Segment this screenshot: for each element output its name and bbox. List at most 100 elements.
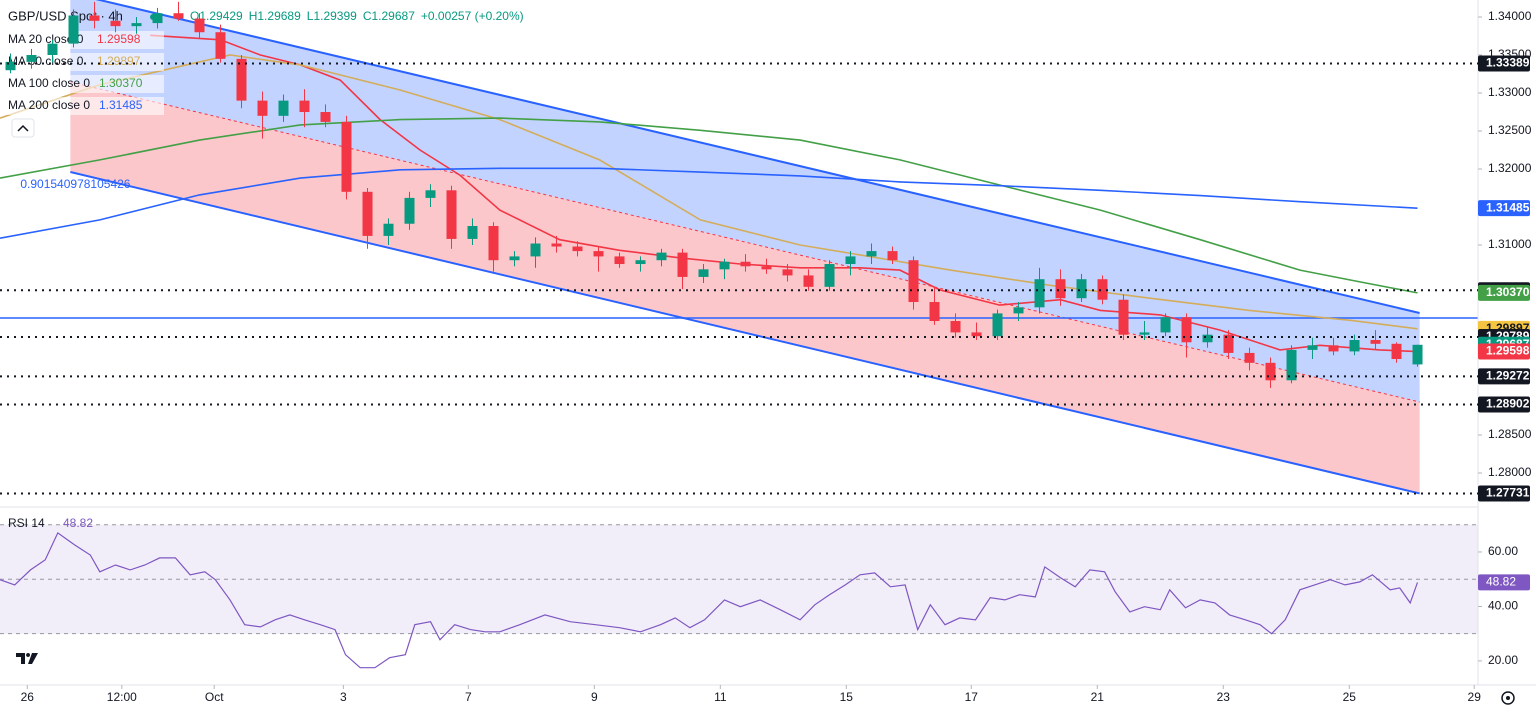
x-tick-label: 11: [714, 690, 727, 704]
candle-body: [215, 32, 226, 59]
candle-body: [1160, 317, 1171, 333]
x-tick-label: Oct: [205, 690, 224, 704]
legend-name: MA 50 close 0: [8, 54, 84, 68]
ohlc-value: L1.29399: [307, 9, 357, 23]
candle-body: [803, 275, 814, 287]
candle-body: [362, 191, 373, 236]
ohlc-value: C1.29687: [363, 9, 415, 23]
candle-body: [152, 13, 163, 24]
x-tick-label: 15: [840, 690, 854, 704]
rsi-price-box: [1478, 574, 1530, 591]
candle-body: [1139, 332, 1150, 335]
candle-body: [1244, 352, 1255, 363]
rsi-line: [0, 531, 1419, 669]
legend-value: 1.30370: [99, 76, 143, 90]
x-tick-label: 29: [1468, 690, 1482, 704]
candle-body: [1307, 345, 1318, 350]
channel-upper-line: [95, 0, 1420, 315]
tradingview-logo[interactable]: [12, 649, 44, 669]
candle-body: [698, 269, 709, 277]
candle-body: [1202, 334, 1213, 343]
moving-average: [0, 117, 1418, 294]
candle-body: [551, 243, 562, 247]
rsi-price-label: 48.82: [1486, 575, 1516, 589]
x-tick-label: 21: [1091, 690, 1105, 704]
candle-body: [1370, 340, 1381, 344]
candle-body: [530, 243, 541, 257]
price-box: [1478, 55, 1530, 72]
y-tick-label: 1.34000: [1488, 9, 1532, 23]
candle-body: [1223, 334, 1234, 353]
candle-body: [824, 264, 835, 287]
candle-body: [257, 100, 268, 116]
candle-body: [509, 256, 520, 261]
price-label: 1.27731: [1486, 486, 1530, 500]
x-tick-label: 17: [965, 690, 979, 704]
candle-body: [845, 256, 856, 265]
candle-body: [614, 256, 625, 265]
candle-body: [1076, 279, 1087, 299]
candle-body: [971, 332, 982, 337]
y-tick-label: 1.33000: [1488, 85, 1532, 99]
settings-button[interactable]: [1501, 691, 1515, 705]
rsi-title: RSI 14: [8, 516, 45, 530]
candle-body: [1055, 279, 1066, 299]
candle-body: [761, 266, 772, 270]
y-tick-label: 1.28000: [1488, 465, 1532, 479]
price-label: 1.29598: [1486, 344, 1530, 358]
price-box: [1478, 485, 1530, 502]
candle-body: [677, 252, 688, 277]
candle-body: [299, 100, 310, 113]
rsi-legend-value: 48.82: [63, 516, 93, 530]
candle-body: [593, 251, 604, 257]
price-box: [1478, 343, 1530, 360]
rsi-y-tick-label: 60.00: [1488, 544, 1518, 558]
price-box: [1478, 368, 1530, 385]
candle-body: [131, 23, 142, 27]
candle-body: [950, 321, 961, 333]
y-tick-label: 1.28500: [1488, 427, 1532, 441]
channel-upper-fill: [70, 0, 1420, 403]
price-box: [1478, 284, 1530, 301]
candle-body: [110, 20, 121, 27]
x-tick-label: 9: [591, 690, 598, 704]
candle-body: [425, 190, 436, 198]
candle-body: [467, 226, 478, 239]
gear-center: [1506, 696, 1510, 700]
candle-body: [47, 43, 58, 56]
candle-body: [1286, 349, 1297, 381]
candle-body: [173, 13, 184, 19]
candle-body: [635, 260, 646, 265]
candle-body: [1349, 340, 1360, 352]
x-tick-label: 25: [1343, 690, 1357, 704]
price-box: [1478, 396, 1530, 413]
channel-lower-line: [70, 171, 1420, 495]
candle-body: [992, 313, 1003, 337]
x-tick-label: 7: [465, 690, 472, 704]
moving-average: [0, 54, 1418, 330]
legend-name: MA 20 close 0: [8, 32, 84, 46]
logo-shape: [16, 653, 38, 664]
legend-name: MA 200 close 0: [8, 98, 90, 112]
y-tick-label: 1.32000: [1488, 161, 1532, 175]
candle-body: [446, 190, 457, 239]
candle-body: [572, 246, 583, 252]
legend-bg: [4, 53, 164, 71]
price-label: 1.29272: [1486, 369, 1530, 383]
plot-base: 0.901540978105426: [0, 0, 1478, 635]
ohlc-value: H1.29689: [249, 9, 301, 23]
candle-body: [1328, 345, 1339, 352]
collapse-button[interactable]: [11, 118, 35, 138]
x-tick-label: 23: [1217, 690, 1231, 704]
candle-body: [404, 197, 415, 224]
legend-bg: [4, 75, 164, 93]
candle-body: [1097, 279, 1108, 300]
candle-body: [5, 61, 16, 71]
legend-name: MA 100 close 0: [8, 76, 90, 90]
candle-body: [383, 223, 394, 236]
legend-bg: [4, 31, 164, 49]
candle-body: [1013, 307, 1024, 314]
price-box: [1478, 200, 1530, 217]
